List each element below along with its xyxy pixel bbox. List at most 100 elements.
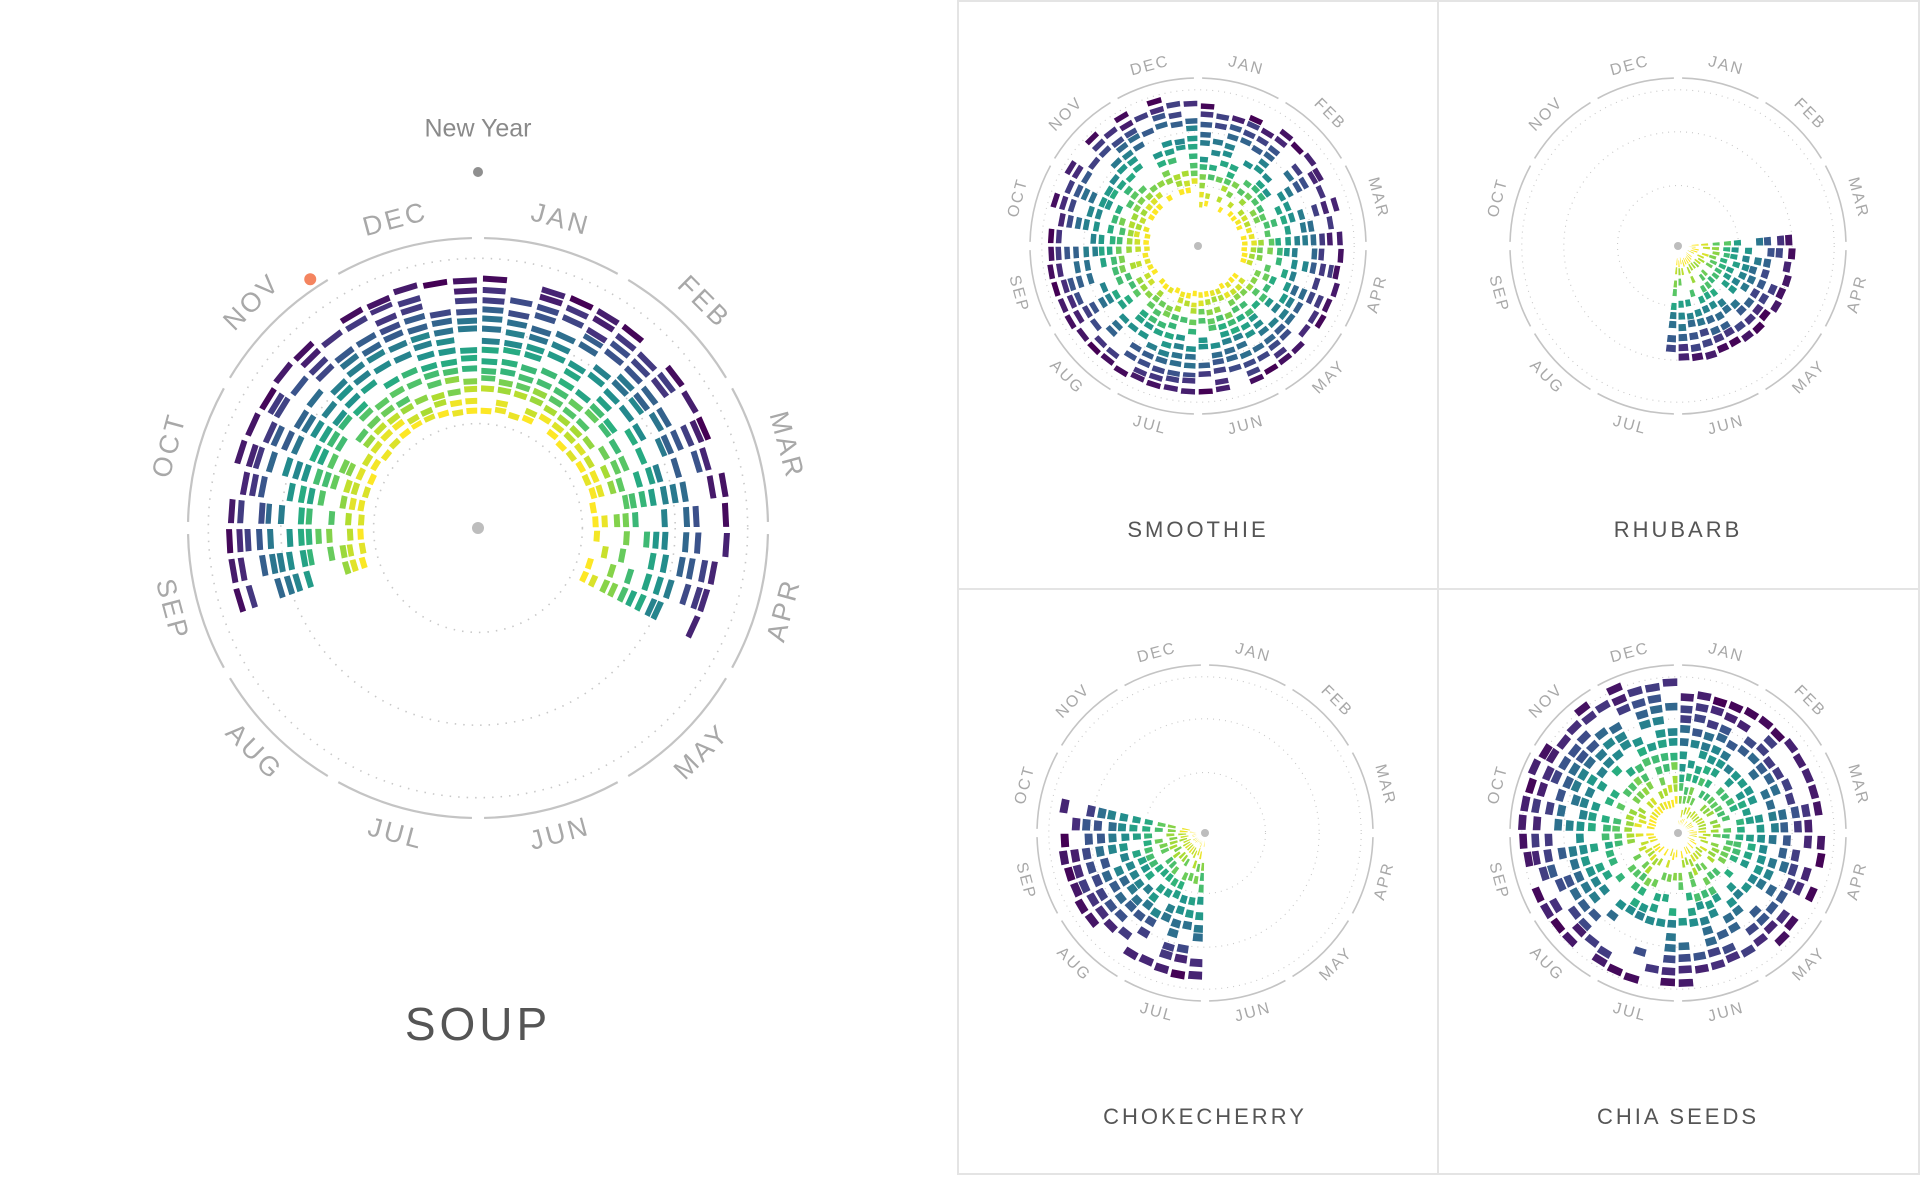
data-block [1131, 287, 1143, 299]
data-block [1706, 945, 1723, 959]
data-block [1164, 193, 1175, 203]
data-block [1699, 888, 1711, 900]
data-block [1677, 916, 1689, 927]
data-block [1707, 907, 1720, 920]
data-block [461, 376, 479, 387]
data-block [1607, 720, 1624, 736]
data-block [659, 507, 670, 529]
data-block [1699, 740, 1712, 753]
data-block [623, 588, 639, 609]
data-block [1736, 825, 1746, 834]
data-block [1726, 920, 1742, 935]
data-block [1250, 239, 1258, 247]
data-block [1697, 826, 1708, 831]
data-block [1697, 822, 1708, 829]
data-block [1173, 285, 1182, 295]
data-block [1226, 317, 1238, 328]
data-block [1667, 319, 1678, 330]
data-block [1110, 288, 1122, 301]
data-block [1177, 187, 1186, 197]
data-block [1671, 288, 1678, 298]
data-block [448, 397, 464, 409]
data-block [637, 489, 649, 509]
data-block [1747, 264, 1759, 276]
data-block [1593, 861, 1607, 874]
data-block [1262, 362, 1280, 377]
data-block [512, 388, 530, 402]
data-block [532, 310, 558, 326]
data-block [1584, 738, 1601, 755]
data-block [1257, 212, 1268, 223]
data-block [1118, 842, 1129, 853]
data-block [1613, 730, 1629, 745]
data-block [1136, 195, 1147, 207]
data-block [1062, 865, 1077, 883]
data-block [1639, 771, 1651, 784]
data-block [1183, 352, 1197, 361]
data-block [1241, 178, 1254, 190]
data-block [1691, 727, 1704, 739]
data-block [1143, 832, 1154, 840]
data-block [1073, 215, 1084, 231]
data-block [1693, 712, 1708, 725]
center-dot [1201, 829, 1209, 837]
data-block [1686, 318, 1697, 329]
data-block [1057, 194, 1070, 212]
data-block [536, 411, 554, 427]
data-block [1697, 835, 1708, 841]
data-block [1639, 839, 1650, 847]
data-block [1163, 330, 1176, 341]
data-block [1228, 162, 1240, 174]
data-block [1117, 254, 1127, 265]
data-block [1158, 841, 1169, 850]
data-block [551, 385, 571, 402]
data-block [1569, 793, 1582, 808]
data-block [338, 543, 349, 560]
data-block [451, 275, 479, 286]
month-arc [1053, 333, 1111, 391]
data-block [535, 302, 561, 318]
data-block [244, 442, 261, 469]
data-block [1666, 783, 1674, 794]
data-block [1128, 823, 1139, 833]
data-block [1075, 326, 1091, 344]
data-block [1568, 857, 1581, 872]
data-block [1681, 256, 1688, 266]
data-block [1682, 845, 1689, 856]
data-block [587, 500, 599, 515]
data-block [1282, 168, 1296, 184]
data-block [1637, 812, 1648, 821]
data-block [325, 451, 341, 471]
data-block [1689, 738, 1701, 750]
data-block [1716, 855, 1728, 866]
data-block [1107, 821, 1118, 832]
data-block [1218, 159, 1231, 169]
data-block [1300, 260, 1310, 274]
data-block [1701, 764, 1713, 777]
data-block [1185, 843, 1195, 852]
data-block [1646, 849, 1657, 859]
data-block [1669, 751, 1679, 762]
data-block [654, 405, 674, 430]
data-block [373, 310, 399, 329]
data-block [1241, 128, 1257, 141]
month-arc [1053, 101, 1111, 159]
month-arc [1765, 333, 1823, 391]
data-block [1647, 835, 1657, 841]
data-block [1325, 231, 1334, 247]
data-block [464, 406, 479, 416]
data-block [1206, 173, 1216, 182]
data-block [1684, 772, 1693, 783]
chart-title: SMOOTHIE [1127, 517, 1268, 542]
new-year-dot [473, 167, 483, 177]
data-block [1672, 279, 1678, 289]
data-block [1098, 856, 1112, 871]
data-block [1103, 291, 1116, 306]
month-arc [1824, 250, 1847, 327]
data-block [1157, 948, 1174, 962]
data-block [1173, 952, 1189, 965]
data-block [232, 438, 249, 466]
data-block [1680, 267, 1686, 277]
data-block [1637, 844, 1648, 853]
data-block [1110, 134, 1126, 150]
